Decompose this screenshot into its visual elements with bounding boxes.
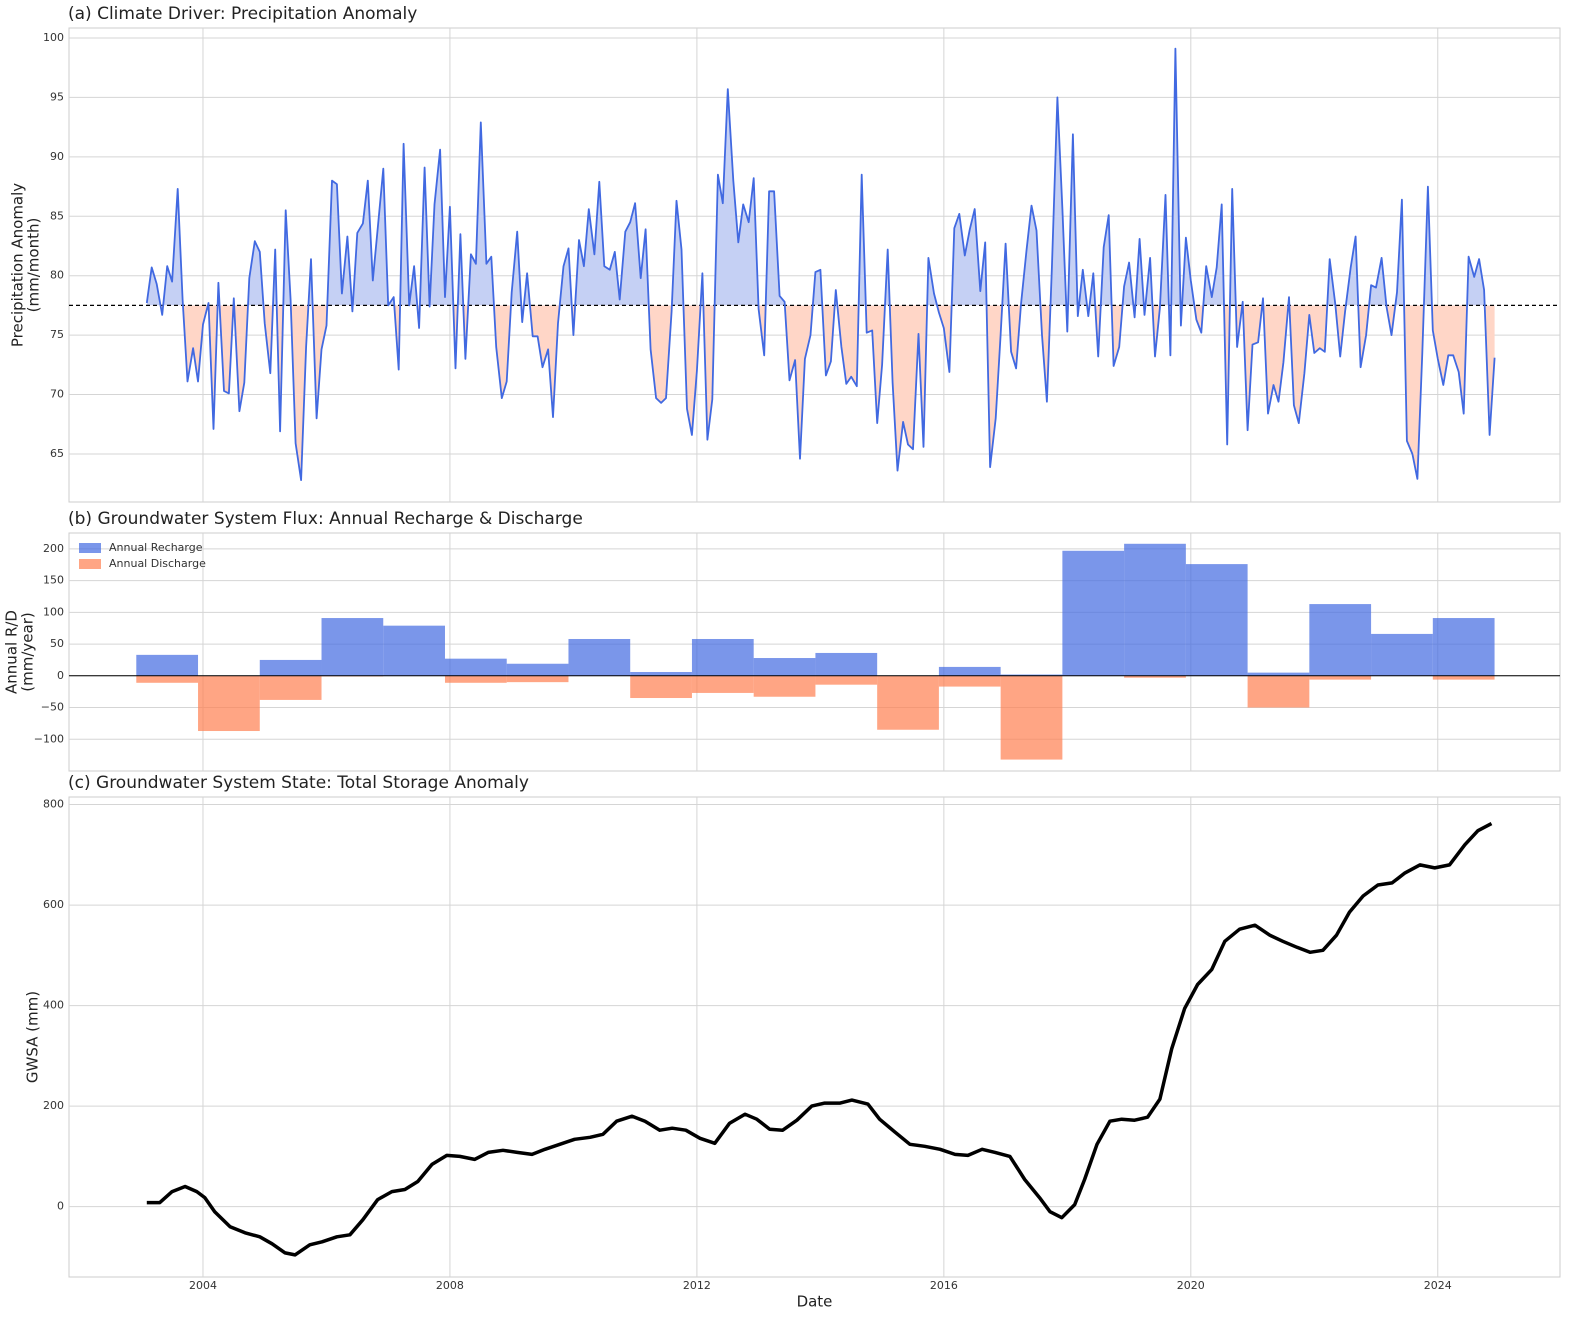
- y-tick-label: 95: [50, 90, 64, 103]
- bar: [938, 666, 1001, 676]
- bar: [1247, 672, 1310, 676]
- bar: [877, 675, 939, 730]
- bar: [753, 658, 816, 676]
- y-tick-label: 200: [43, 542, 64, 555]
- plot-area: [68, 27, 1561, 503]
- y-tick-label: 90: [50, 150, 64, 163]
- bar: [1124, 543, 1186, 676]
- bar: [383, 625, 445, 676]
- data-line: [145, 47, 1496, 481]
- y-tick-label: 800: [43, 798, 64, 811]
- bar: [321, 618, 384, 676]
- bar: [1185, 564, 1248, 676]
- y-axis-label: Annual R/D: [3, 610, 21, 694]
- y-tick-label: 0: [57, 669, 64, 682]
- y-tick-label: 70: [50, 388, 64, 401]
- legend-label: Annual Discharge: [109, 557, 206, 570]
- y-tick-label: 50: [50, 637, 64, 650]
- bar: [198, 675, 260, 732]
- y-tick-label: 150: [43, 574, 64, 587]
- legend-swatch: [79, 543, 101, 553]
- panel-title: (b) Groundwater System Flux: Annual Rech…: [68, 509, 583, 529]
- y-tick-label: −100: [34, 732, 64, 745]
- x-tick-label: 2024: [1424, 1279, 1452, 1292]
- bar: [1124, 675, 1186, 678]
- x-axis-label: Date: [797, 1293, 833, 1311]
- y-axis-label: Precipitation Anomaly: [9, 183, 27, 347]
- y-tick-label: 600: [43, 898, 64, 911]
- y-axis-label: GWSA (mm): [24, 991, 42, 1083]
- bar: [815, 675, 878, 685]
- bar: [753, 675, 816, 697]
- data-line: [146, 822, 1493, 1257]
- bar: [444, 675, 507, 683]
- plot-area: [68, 796, 1561, 1278]
- bar: [1432, 675, 1495, 680]
- bar: [506, 675, 569, 683]
- bar: [1247, 675, 1310, 708]
- bar: [136, 675, 199, 683]
- y-axis-label: (mm/year): [19, 612, 37, 691]
- y-axis-label: (mm/month): [25, 218, 43, 313]
- bar: [1309, 604, 1372, 676]
- y-tick-label: 400: [43, 999, 64, 1012]
- y-tick-label: 100: [43, 31, 64, 44]
- bar: [568, 638, 631, 676]
- bar: [506, 663, 569, 676]
- panel-title: (c) Groundwater System State: Total Stor…: [68, 773, 529, 793]
- fill-above: [146, 48, 1495, 306]
- bar: [1309, 675, 1372, 680]
- x-tick-label: 2012: [683, 1279, 711, 1292]
- bar: [444, 658, 507, 676]
- bar: [1000, 674, 1063, 676]
- y-tick-label: 0: [57, 1200, 64, 1213]
- bar: [630, 675, 692, 699]
- bar: [630, 671, 692, 676]
- x-tick-label: 2016: [930, 1279, 958, 1292]
- legend-label: Annual Recharge: [109, 541, 203, 554]
- y-tick-label: 75: [50, 328, 64, 341]
- y-tick-label: 80: [50, 269, 64, 282]
- y-tick-label: −50: [41, 701, 64, 714]
- legend-swatch: [79, 559, 101, 569]
- bar: [259, 675, 322, 700]
- y-tick-label: 85: [50, 209, 64, 222]
- bar: [259, 659, 322, 676]
- y-tick-label: 100: [43, 605, 64, 618]
- bar: [815, 652, 878, 676]
- bar: [1371, 633, 1433, 676]
- x-tick-label: 2004: [189, 1279, 217, 1292]
- bar: [938, 675, 1001, 687]
- y-tick-label: 65: [50, 447, 64, 460]
- bar: [691, 675, 754, 693]
- bar: [691, 638, 754, 676]
- panel-title: (a) Climate Driver: Precipitation Anomal…: [68, 4, 417, 24]
- bar: [136, 654, 199, 676]
- y-tick-label: 200: [43, 1099, 64, 1112]
- bar: [1062, 550, 1125, 676]
- x-tick-label: 2008: [436, 1279, 464, 1292]
- x-tick-label: 2020: [1177, 1279, 1205, 1292]
- bar: [1432, 618, 1495, 676]
- bar: [1000, 675, 1063, 760]
